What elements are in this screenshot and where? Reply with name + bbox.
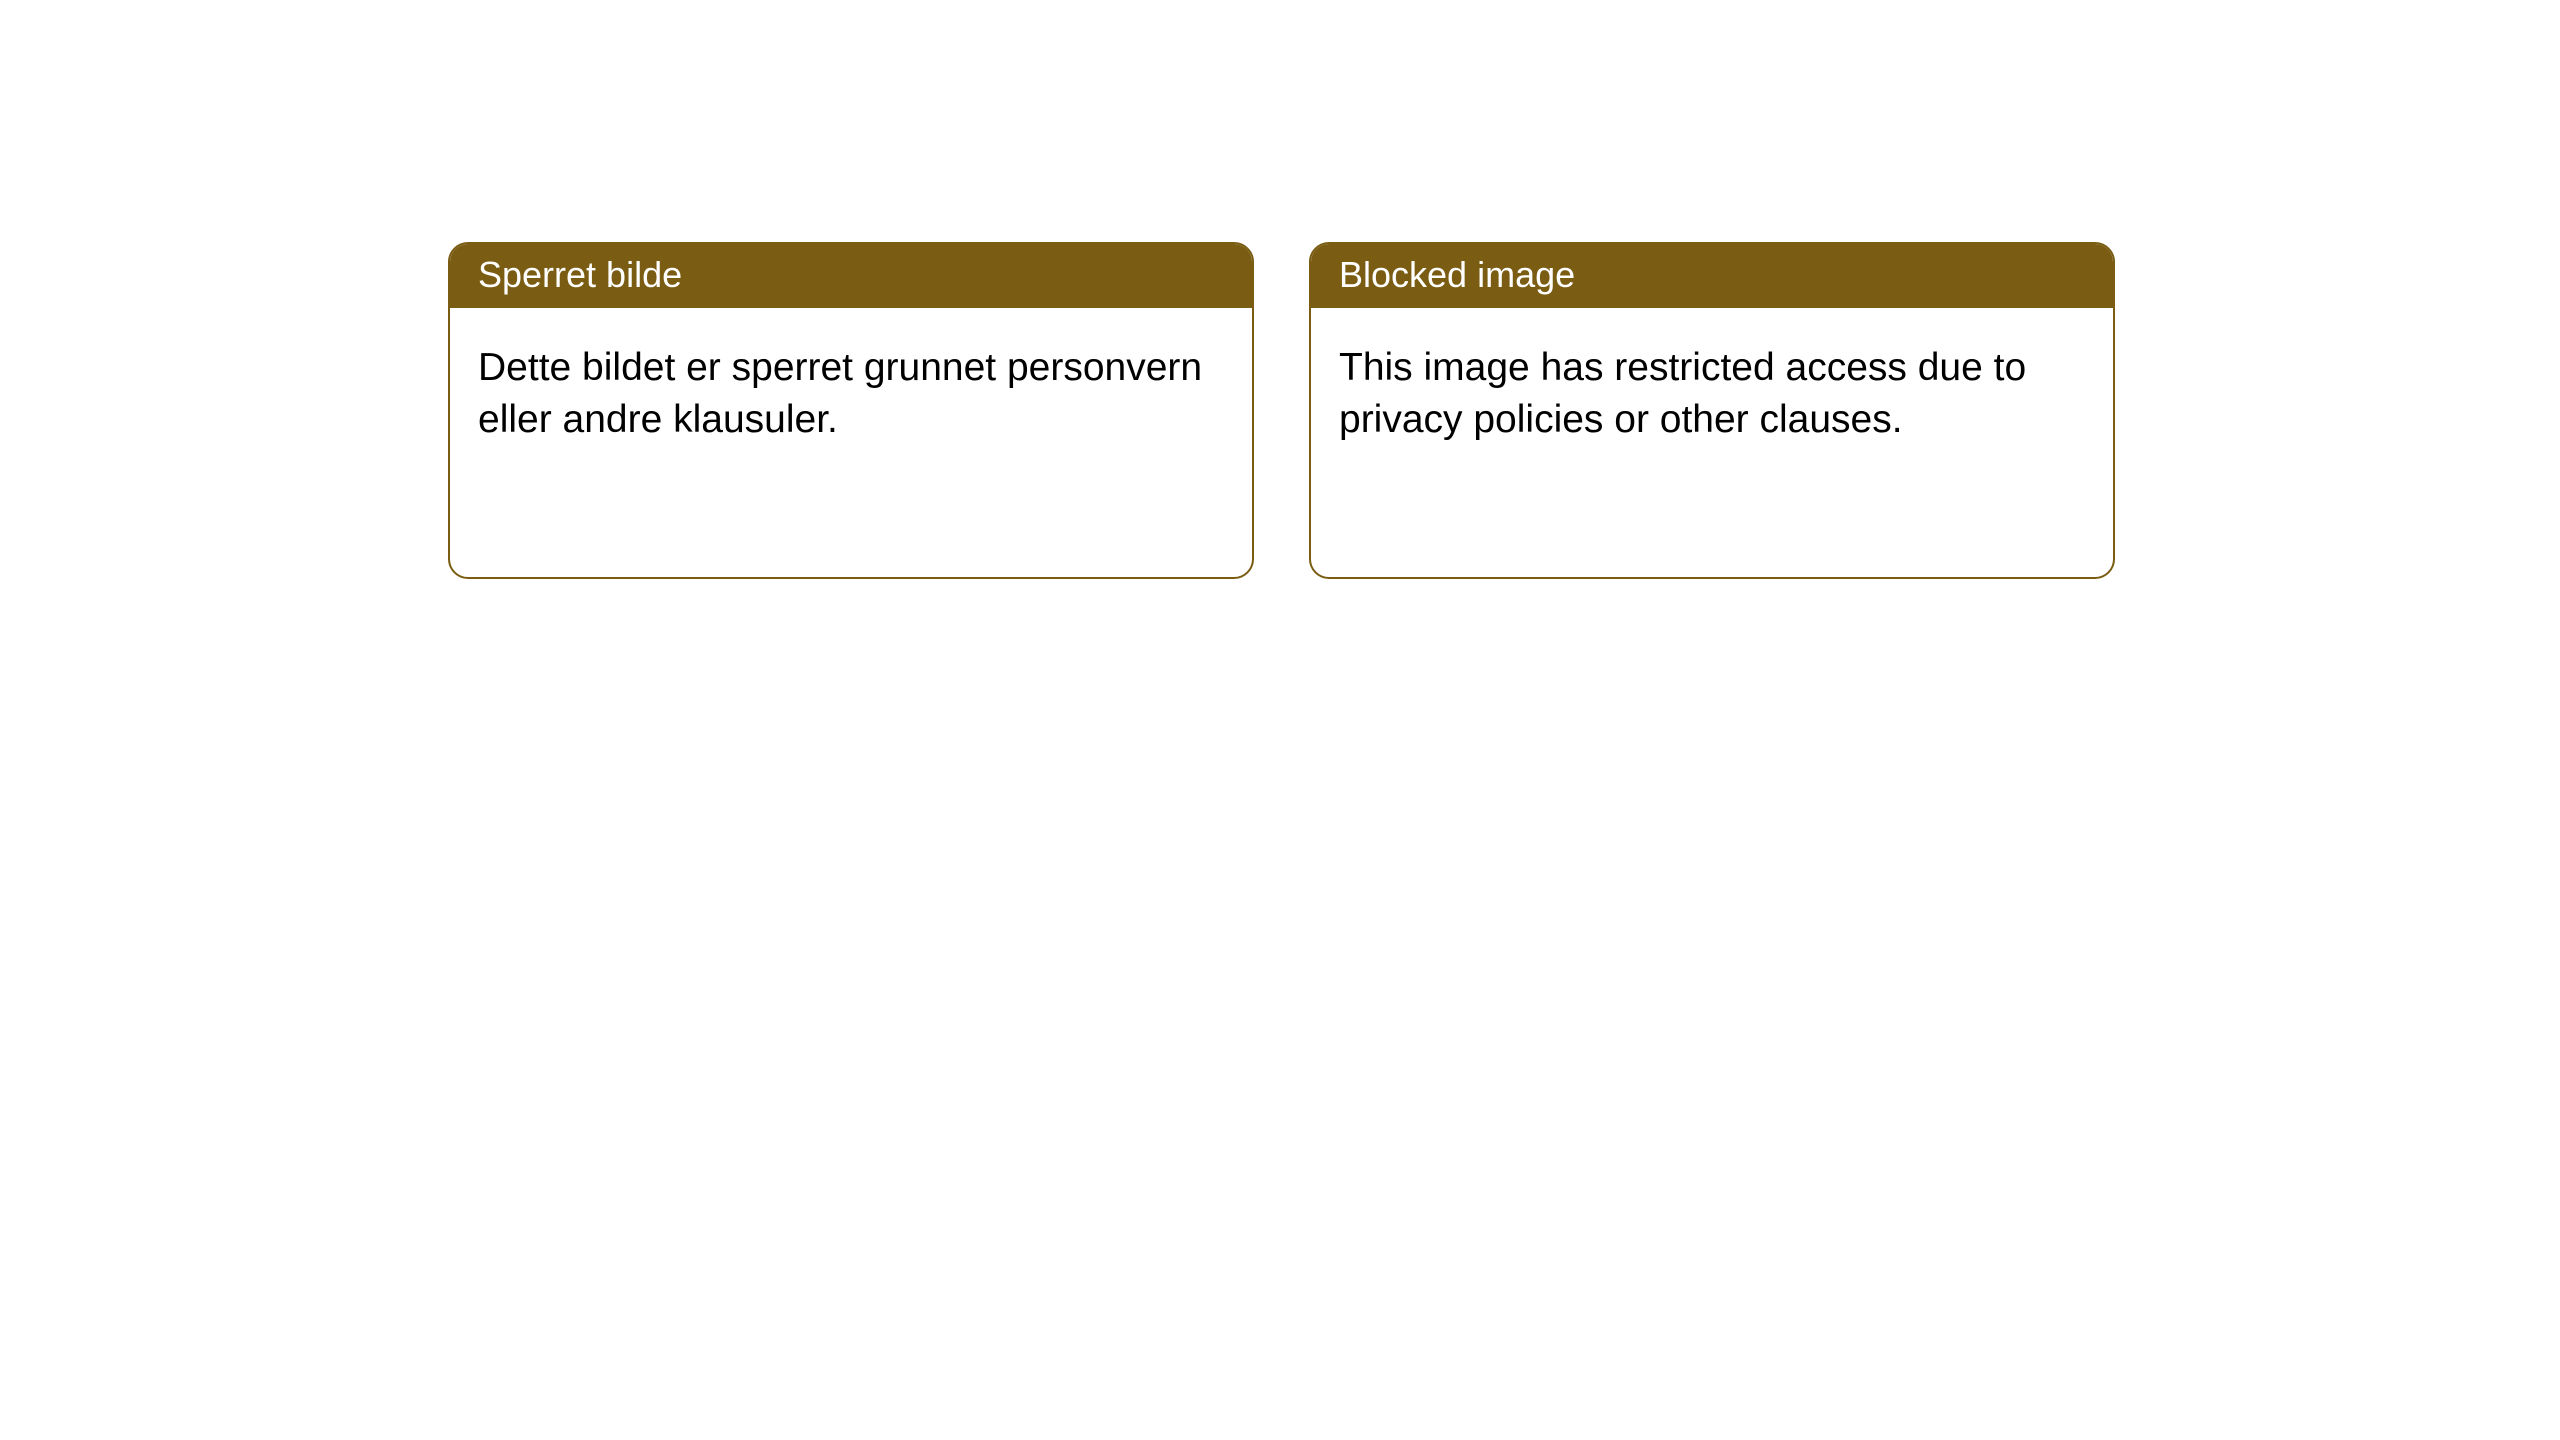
card-header-no: Sperret bilde — [450, 244, 1252, 308]
card-body-en: This image has restricted access due to … — [1311, 308, 2113, 480]
card-container: Sperret bilde Dette bildet er sperret gr… — [448, 242, 2115, 579]
blocked-image-card-en: Blocked image This image has restricted … — [1309, 242, 2115, 579]
card-header-en: Blocked image — [1311, 244, 2113, 308]
blocked-image-card-no: Sperret bilde Dette bildet er sperret gr… — [448, 242, 1254, 579]
card-body-no: Dette bildet er sperret grunnet personve… — [450, 308, 1252, 480]
